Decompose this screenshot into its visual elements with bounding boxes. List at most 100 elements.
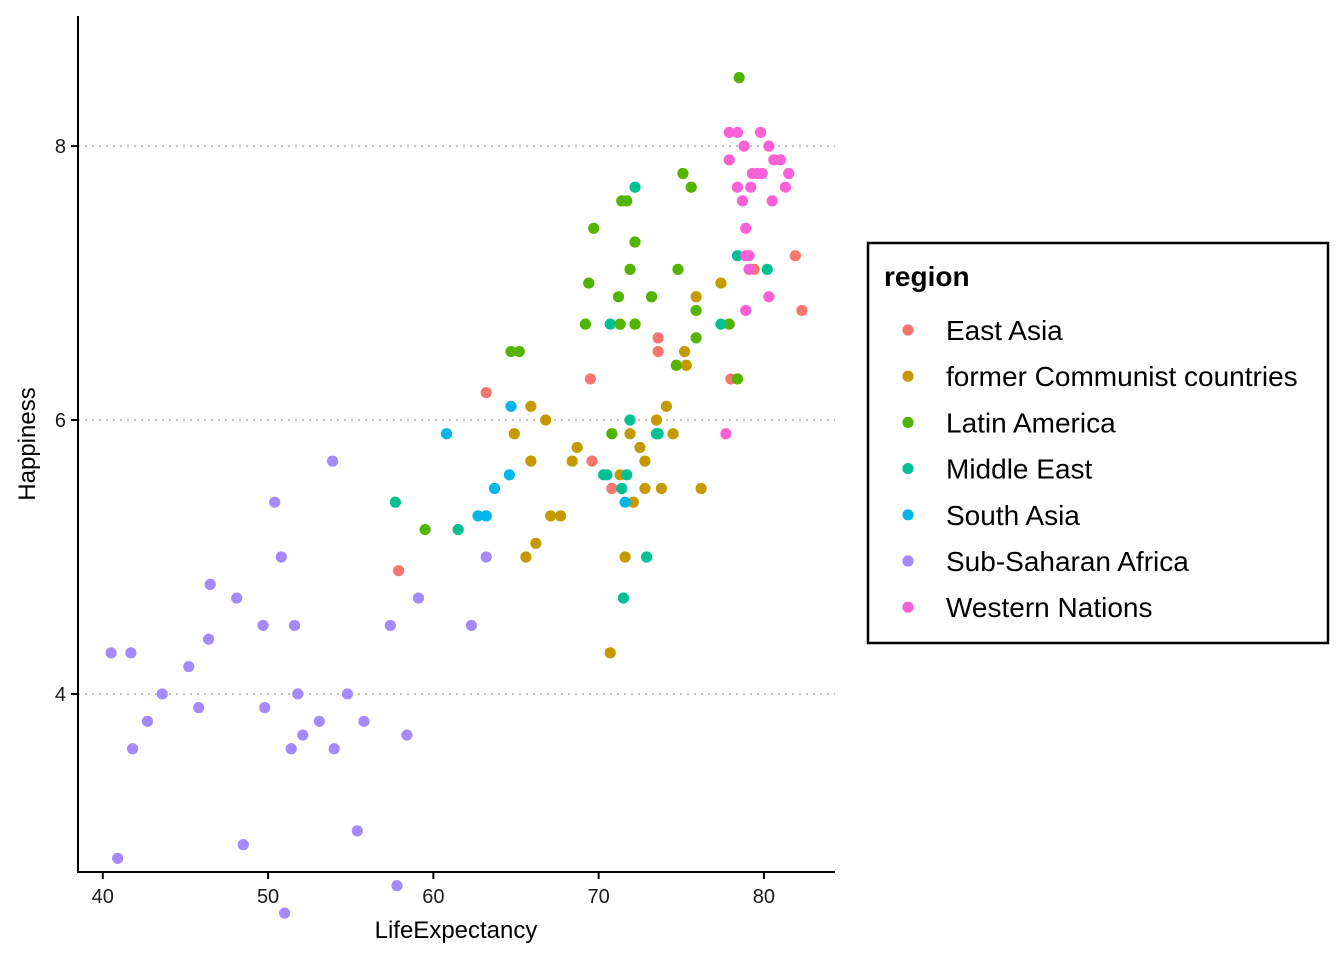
data-point [645, 291, 658, 303]
data-point [465, 619, 477, 632]
data-point [183, 660, 195, 673]
data-point [624, 263, 636, 275]
data-point [313, 715, 325, 727]
data-point [393, 565, 405, 577]
data-point [503, 469, 515, 481]
data-point [685, 181, 697, 193]
data-point [627, 496, 639, 508]
data-point [796, 304, 808, 317]
axes [77, 16, 835, 873]
data-point [619, 496, 631, 508]
data-point [520, 551, 532, 563]
data-point [723, 126, 735, 139]
y-axis-title: Happiness [14, 387, 41, 500]
legend-label: Latin America [946, 407, 1116, 438]
data-point [652, 345, 664, 358]
data-point [480, 551, 492, 563]
data-point [292, 688, 304, 700]
data-point [634, 441, 646, 454]
data-point [351, 825, 363, 837]
data-point [279, 907, 291, 919]
data-point [738, 140, 750, 152]
data-point [731, 181, 744, 193]
data-point [604, 647, 616, 659]
data-point [617, 592, 630, 604]
legend-label: South Asia [946, 500, 1080, 531]
data-point [588, 222, 600, 234]
legend-label: East Asia [946, 315, 1063, 346]
data-point [783, 167, 795, 180]
data-point [269, 496, 281, 508]
data-point [566, 455, 578, 467]
data-points [105, 72, 808, 919]
data-point [326, 455, 339, 467]
data-point [612, 291, 625, 303]
data-point [621, 469, 633, 481]
x-ticks: 40 50 60 70 80 [92, 872, 775, 908]
data-point [328, 743, 340, 755]
data-point [472, 510, 484, 522]
data-point [789, 250, 801, 262]
data-point [525, 400, 537, 412]
legend-item: Latin America [902, 407, 1116, 438]
data-point [480, 387, 492, 399]
data-point [670, 359, 682, 371]
legend-marker [902, 555, 914, 567]
data-point [690, 291, 702, 303]
data-point [731, 373, 744, 385]
data-point [640, 551, 653, 563]
gridlines [78, 145, 835, 696]
data-point [731, 126, 744, 139]
x-tick-label: 80 [753, 886, 775, 908]
x-tick-label: 50 [257, 886, 279, 908]
data-point [761, 263, 773, 275]
y-tick-label: 8 [55, 136, 66, 158]
data-point [579, 318, 592, 330]
data-point [259, 702, 271, 714]
x-tick-label: 70 [588, 886, 610, 908]
y-ticks: 4 6 8 [55, 136, 78, 706]
data-point [614, 318, 626, 330]
data-point [621, 195, 633, 207]
data-point [571, 441, 583, 454]
x-tick-label: 60 [422, 886, 444, 908]
data-point [650, 414, 663, 426]
data-point [540, 414, 552, 426]
data-point [755, 126, 767, 139]
data-point [766, 195, 778, 207]
legend-item: Middle East [902, 454, 1093, 485]
data-point [555, 510, 567, 522]
data-point [667, 428, 679, 440]
data-point [452, 524, 464, 536]
legend-label: Sub-Saharan Africa [946, 546, 1189, 577]
x-axis-title: LifeExpectancy [375, 917, 538, 944]
data-point [530, 537, 542, 549]
data-point [690, 332, 702, 344]
data-point [440, 428, 453, 440]
data-point [677, 167, 689, 180]
data-point [297, 729, 309, 741]
legend-marker [902, 324, 914, 336]
data-point [740, 222, 752, 234]
legend-title: region [884, 261, 970, 292]
data-point [723, 154, 735, 166]
data-point [606, 428, 618, 440]
data-point [639, 455, 651, 467]
legend-item: Western Nations [902, 592, 1152, 623]
data-point [601, 469, 613, 481]
data-point [680, 359, 692, 371]
data-point [660, 400, 673, 412]
legend-marker [902, 601, 914, 613]
data-point [678, 345, 691, 358]
data-point [412, 592, 425, 604]
data-point [586, 455, 598, 467]
data-point [505, 400, 517, 412]
legend-item: former Communist countries [902, 361, 1298, 392]
legend: region East Asia former Communist countri… [866, 241, 1330, 645]
data-point [733, 72, 745, 84]
data-point [695, 482, 707, 495]
data-point [624, 428, 636, 440]
data-point [639, 482, 651, 495]
data-point [480, 510, 492, 522]
